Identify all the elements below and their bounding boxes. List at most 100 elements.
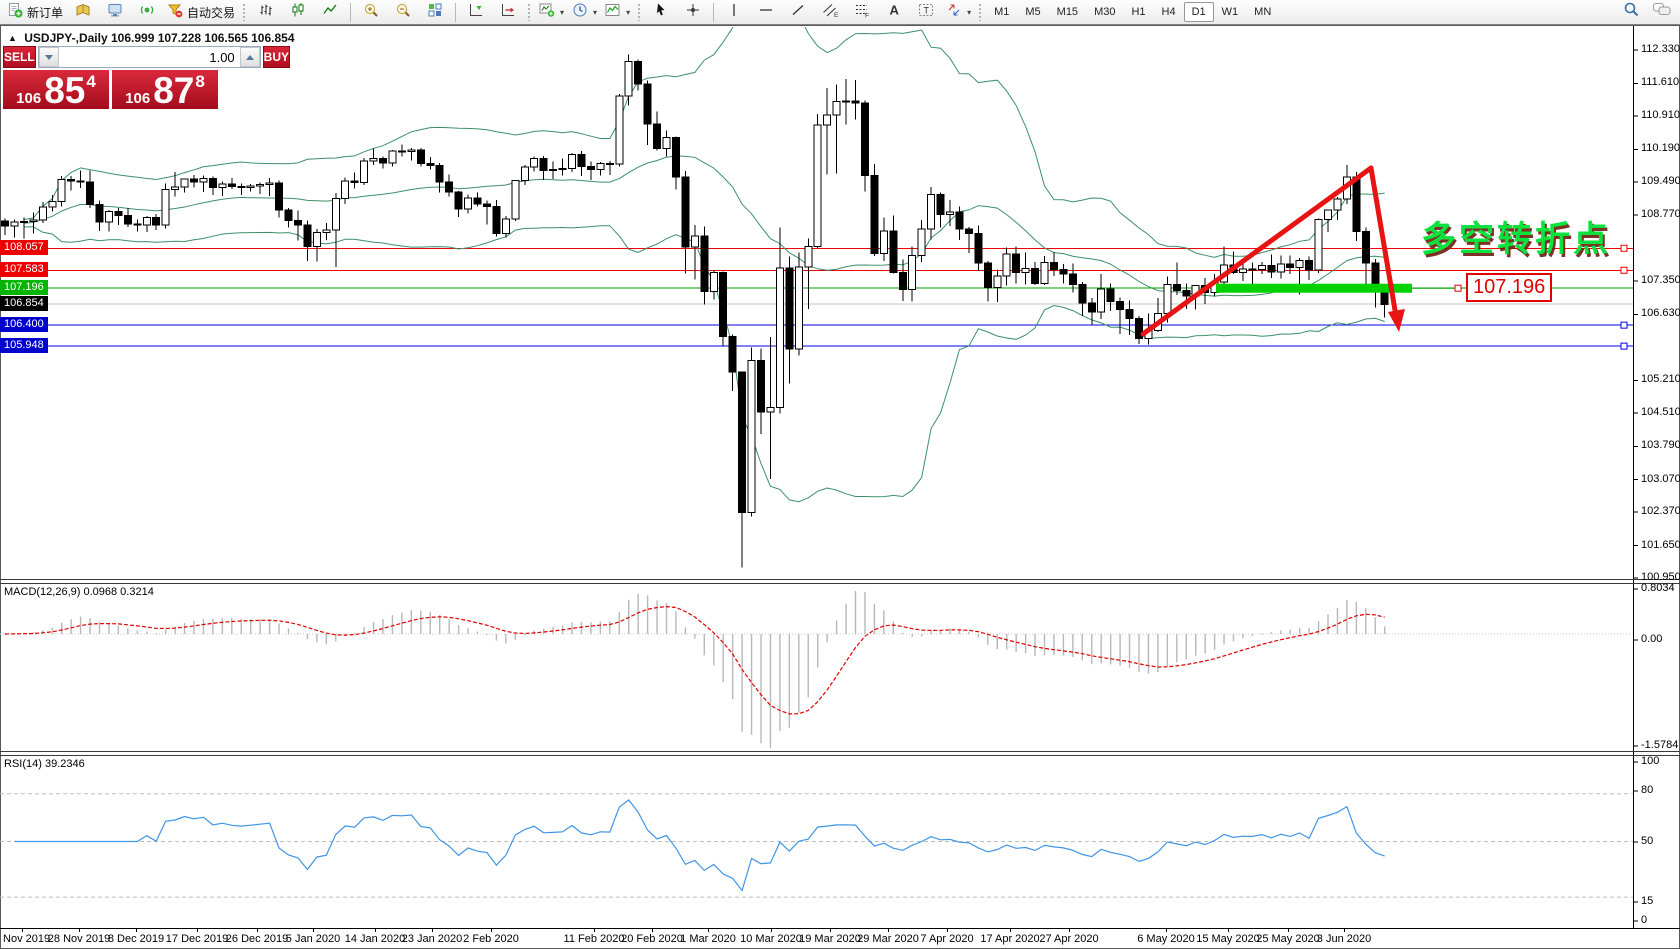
trendline-tool-button[interactable] [782,1,814,23]
text-tool-button[interactable]: A [878,1,910,23]
vertical-line-tool-button[interactable] [718,1,750,23]
rsi-tick-label: 0 [1641,914,1648,926]
timeframe-M1[interactable]: M1 [994,6,1010,18]
fibonacci-icon: F [854,2,870,23]
price-badge: 107.583 [0,262,48,278]
price-tick-label: 107.350 [1641,274,1680,287]
candlestick-chart-button[interactable] [282,1,314,23]
chat-icon[interactable] [1652,1,1672,23]
search-icon[interactable] [1623,1,1640,23]
chevron-down-icon: ▾ [626,7,631,17]
line-chart-icon [322,2,338,23]
down-arrow-line [1368,165,1400,325]
collapse-arrow-icon[interactable]: ▲ [8,33,17,43]
text-label-icon: T [918,2,934,23]
price-tick-label: 108.770 [1641,208,1680,221]
profiles-button[interactable] [99,1,131,23]
toolbar-separator [350,2,352,22]
equidistant-channel-tool-button[interactable]: E [814,1,846,23]
line-anchor-marker[interactable] [1620,244,1628,252]
timeframe-H1[interactable]: H1 [1131,6,1146,18]
date-axis-label: 19 Mar 2020 [799,933,861,945]
tile-windows-icon [427,2,443,23]
price-tick-label: 103.790 [1641,439,1680,452]
toolbar-grip[interactable] [527,3,533,21]
main-chart-pane [0,27,1633,568]
chevron-down-icon: ▾ [560,7,565,17]
new-order-button[interactable]: 新订单 [3,1,67,23]
new-chart-icon [539,2,555,23]
timeframe-H4[interactable]: H4 [1161,6,1176,18]
fibonacci-tool-button[interactable]: F [846,1,878,23]
rsi-tick-label: 15 [1641,895,1654,907]
date-axis-label: 14 Jan 2020 [344,933,406,945]
signal-icon [139,2,155,23]
sell-price-display[interactable]: 106 85 4 [3,70,109,109]
date-axis-label: 7 Apr 2020 [920,933,974,945]
chart-shift-button[interactable] [460,1,492,23]
timeframe-M30[interactable]: M30 [1094,6,1116,18]
rsi-pane [0,793,1633,898]
timeframe-MN[interactable]: MN [1254,6,1272,18]
date-axis-label: 2 Feb 2020 [463,933,519,945]
zoom-out-button[interactable] [387,1,419,23]
tile-windows-button[interactable] [419,1,451,23]
line-anchor-marker[interactable] [1454,284,1462,292]
autotrade-button[interactable]: 自动交易 [163,1,239,23]
sell-button[interactable]: SELL [3,46,36,68]
date-axis-label: 28 Nov 2019 [47,933,111,945]
book-icon [75,2,91,23]
indicators-dropdown[interactable]: ▾ [601,1,634,23]
price-level-label-box[interactable]: 107.196 [1466,273,1553,302]
horizontal-line-tool-button[interactable] [750,1,782,23]
toolbar-grip[interactable] [242,3,248,21]
auto-scroll-button[interactable] [492,1,524,23]
price-tick-label: 105.210 [1641,373,1680,386]
volume-increase-button[interactable] [239,47,260,67]
trend-annotations[interactable] [1140,165,1405,337]
volume-input[interactable] [58,47,240,67]
date-axis-label: 6 May 2020 [1137,933,1195,945]
support-highlight-bar[interactable] [1216,283,1412,293]
volume-decrease-button[interactable] [38,47,59,67]
text-label-tool-button[interactable]: T [910,1,942,23]
macd-signal-line [4,605,1385,715]
crosshair-tool-button[interactable] [677,1,709,23]
alerts-button[interactable] [131,1,163,23]
triangle-up-icon [245,54,254,60]
rsi-indicator-label: RSI(14) 39.2346 [4,758,85,770]
toolbar-grip[interactable] [978,3,984,21]
zoom-in-button[interactable] [355,1,387,23]
buy-price-point: 8 [195,72,205,91]
arrows-tool-dropdown[interactable]: ▾ [942,1,975,23]
chart-title: ▲ USDJPY-,Daily 106.999 107.228 106.565 … [8,31,295,45]
price-badge: 106.400 [0,317,48,333]
line-chart-button[interactable] [314,1,346,23]
line-anchor-marker[interactable] [1620,266,1628,274]
date-axis-label: 26 Dec 2019 [225,933,289,945]
new-chart-dropdown[interactable]: ▾ [535,1,568,23]
period-dropdown[interactable]: ▾ [568,1,601,23]
line-anchor-marker[interactable] [1620,342,1628,350]
timeframe-D1[interactable]: D1 [1183,2,1214,22]
rsi-line [14,799,1385,892]
timeframe-M5[interactable]: M5 [1025,6,1041,18]
history-center-button[interactable] [67,1,99,23]
price-badge: 107.196 [0,280,48,296]
turning-point-annotation[interactable]: 多空转折点 [1421,220,1612,259]
main-toolbar: 新订单 自动交易 ▾ [0,0,1680,25]
toolbar-grip[interactable] [637,3,643,21]
buy-button[interactable]: BUY [262,46,291,68]
cursor-tool-button[interactable] [645,1,677,23]
autotrade-label: 自动交易 [187,5,236,20]
timeframe-group: M1 M5 M15 M30 H1 H4 D1 W1 MN [986,2,1279,22]
bar-chart-button[interactable] [250,1,282,23]
timeframe-M15[interactable]: M15 [1056,6,1079,18]
line-anchor-marker[interactable] [1620,321,1628,329]
date-axis-label: 20 Feb 2020 [621,933,683,945]
axes [0,26,1680,932]
timeframe-W1[interactable]: W1 [1221,6,1239,18]
buy-price-display[interactable]: 106 87 8 [112,70,218,109]
